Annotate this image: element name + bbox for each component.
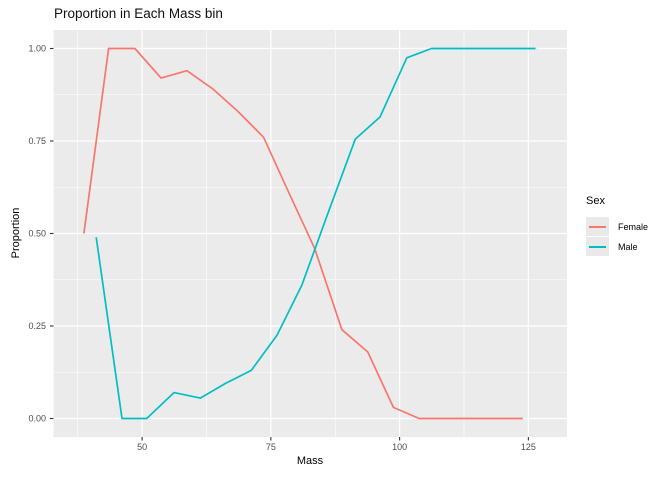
axis-tick-marks [50, 47, 529, 441]
x-tick-label: 75 [266, 442, 276, 452]
x-axis-title: Mass [296, 455, 324, 467]
x-tick-label: 50 [137, 442, 147, 452]
y-tick-label: 0.75 [28, 136, 46, 146]
legend-label-male: Male [618, 241, 638, 252]
x-tick-label: 125 [521, 442, 536, 452]
axis-tick-labels: 50 75 100 125 0.00 0.25 0.50 0.75 1.00 [28, 44, 535, 453]
series-line-female [83, 47, 523, 420]
legend-entry-male: Male [584, 237, 670, 256]
legend: Sex Female Male [584, 195, 670, 257]
x-tick-label: 100 [392, 442, 407, 452]
y-tick-label: 0.00 [28, 414, 46, 424]
y-axis-title: Proportion [10, 207, 22, 259]
y-tick-label: 0.50 [28, 229, 46, 239]
male-line-swatch-icon [589, 245, 606, 248]
legend-entry-female: Female [584, 217, 670, 236]
legend-key-female [586, 217, 609, 236]
legend-label-female: Female [618, 221, 649, 232]
plot-title: Proportion in Each Mass bin [54, 6, 223, 21]
legend-title: Sex [586, 195, 605, 207]
y-tick-label: 1.00 [28, 44, 46, 54]
y-tick-label: 0.25 [28, 321, 46, 331]
legend-key-male [586, 237, 609, 256]
series-line-male [95, 47, 536, 420]
female-line-swatch-icon [589, 225, 606, 228]
